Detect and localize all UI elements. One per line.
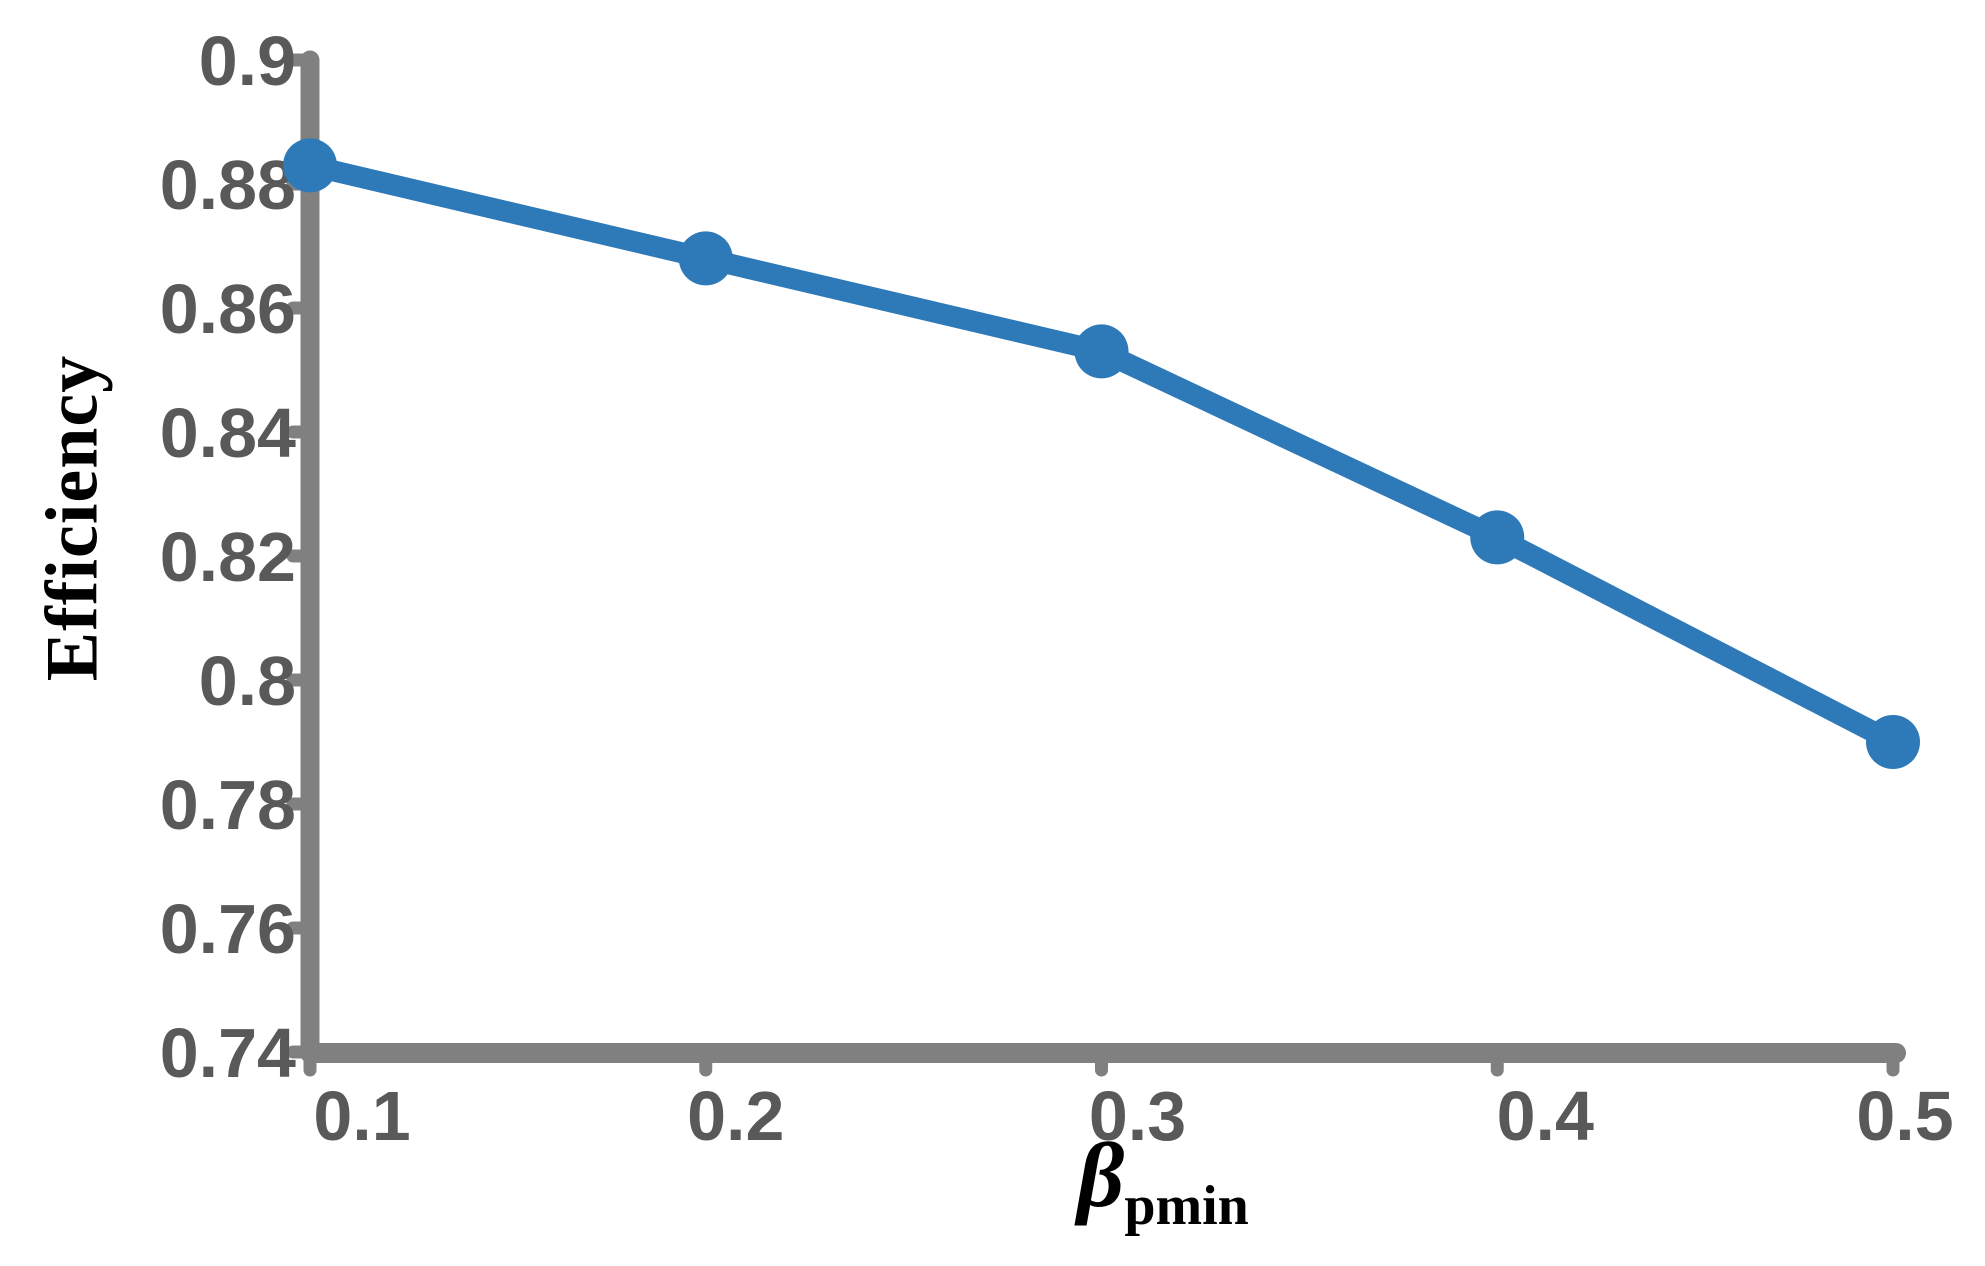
x-tick-label: 0.4 — [1497, 1077, 1594, 1155]
series-line — [299, 154, 1904, 753]
x-axis-title-beta: β — [1077, 1124, 1125, 1226]
data-point-marker — [1074, 324, 1129, 379]
y-tick-label: 0.88 — [160, 146, 296, 224]
y-tick-label: 0.78 — [160, 766, 296, 844]
x-axis-title-subscript: pmin — [1124, 1175, 1249, 1237]
x-tick-label: 0.3 — [1089, 1077, 1186, 1155]
y-tick-label: 0.86 — [160, 270, 296, 348]
y-tick-label: 0.82 — [160, 518, 296, 596]
x-axis-title: βpmin — [1077, 1122, 1249, 1238]
data-point-marker — [283, 138, 337, 193]
y-tick-label: 0.84 — [160, 394, 296, 472]
y-tick-label: 0.74 — [160, 1014, 296, 1092]
data-point-marker — [1866, 715, 1920, 769]
y-axis-title: Efficiency — [31, 354, 114, 682]
y-tick-label: 0.8 — [199, 642, 296, 720]
x-tick-label: 0.1 — [313, 1077, 410, 1155]
y-tick-label: 0.9 — [199, 22, 296, 100]
x-tick-label: 0.2 — [687, 1077, 784, 1155]
data-point-marker — [1470, 510, 1525, 565]
y-tick-label: 0.76 — [160, 890, 296, 968]
data-point-marker — [678, 231, 733, 286]
x-tick-label: 0.5 — [1856, 1077, 1953, 1155]
